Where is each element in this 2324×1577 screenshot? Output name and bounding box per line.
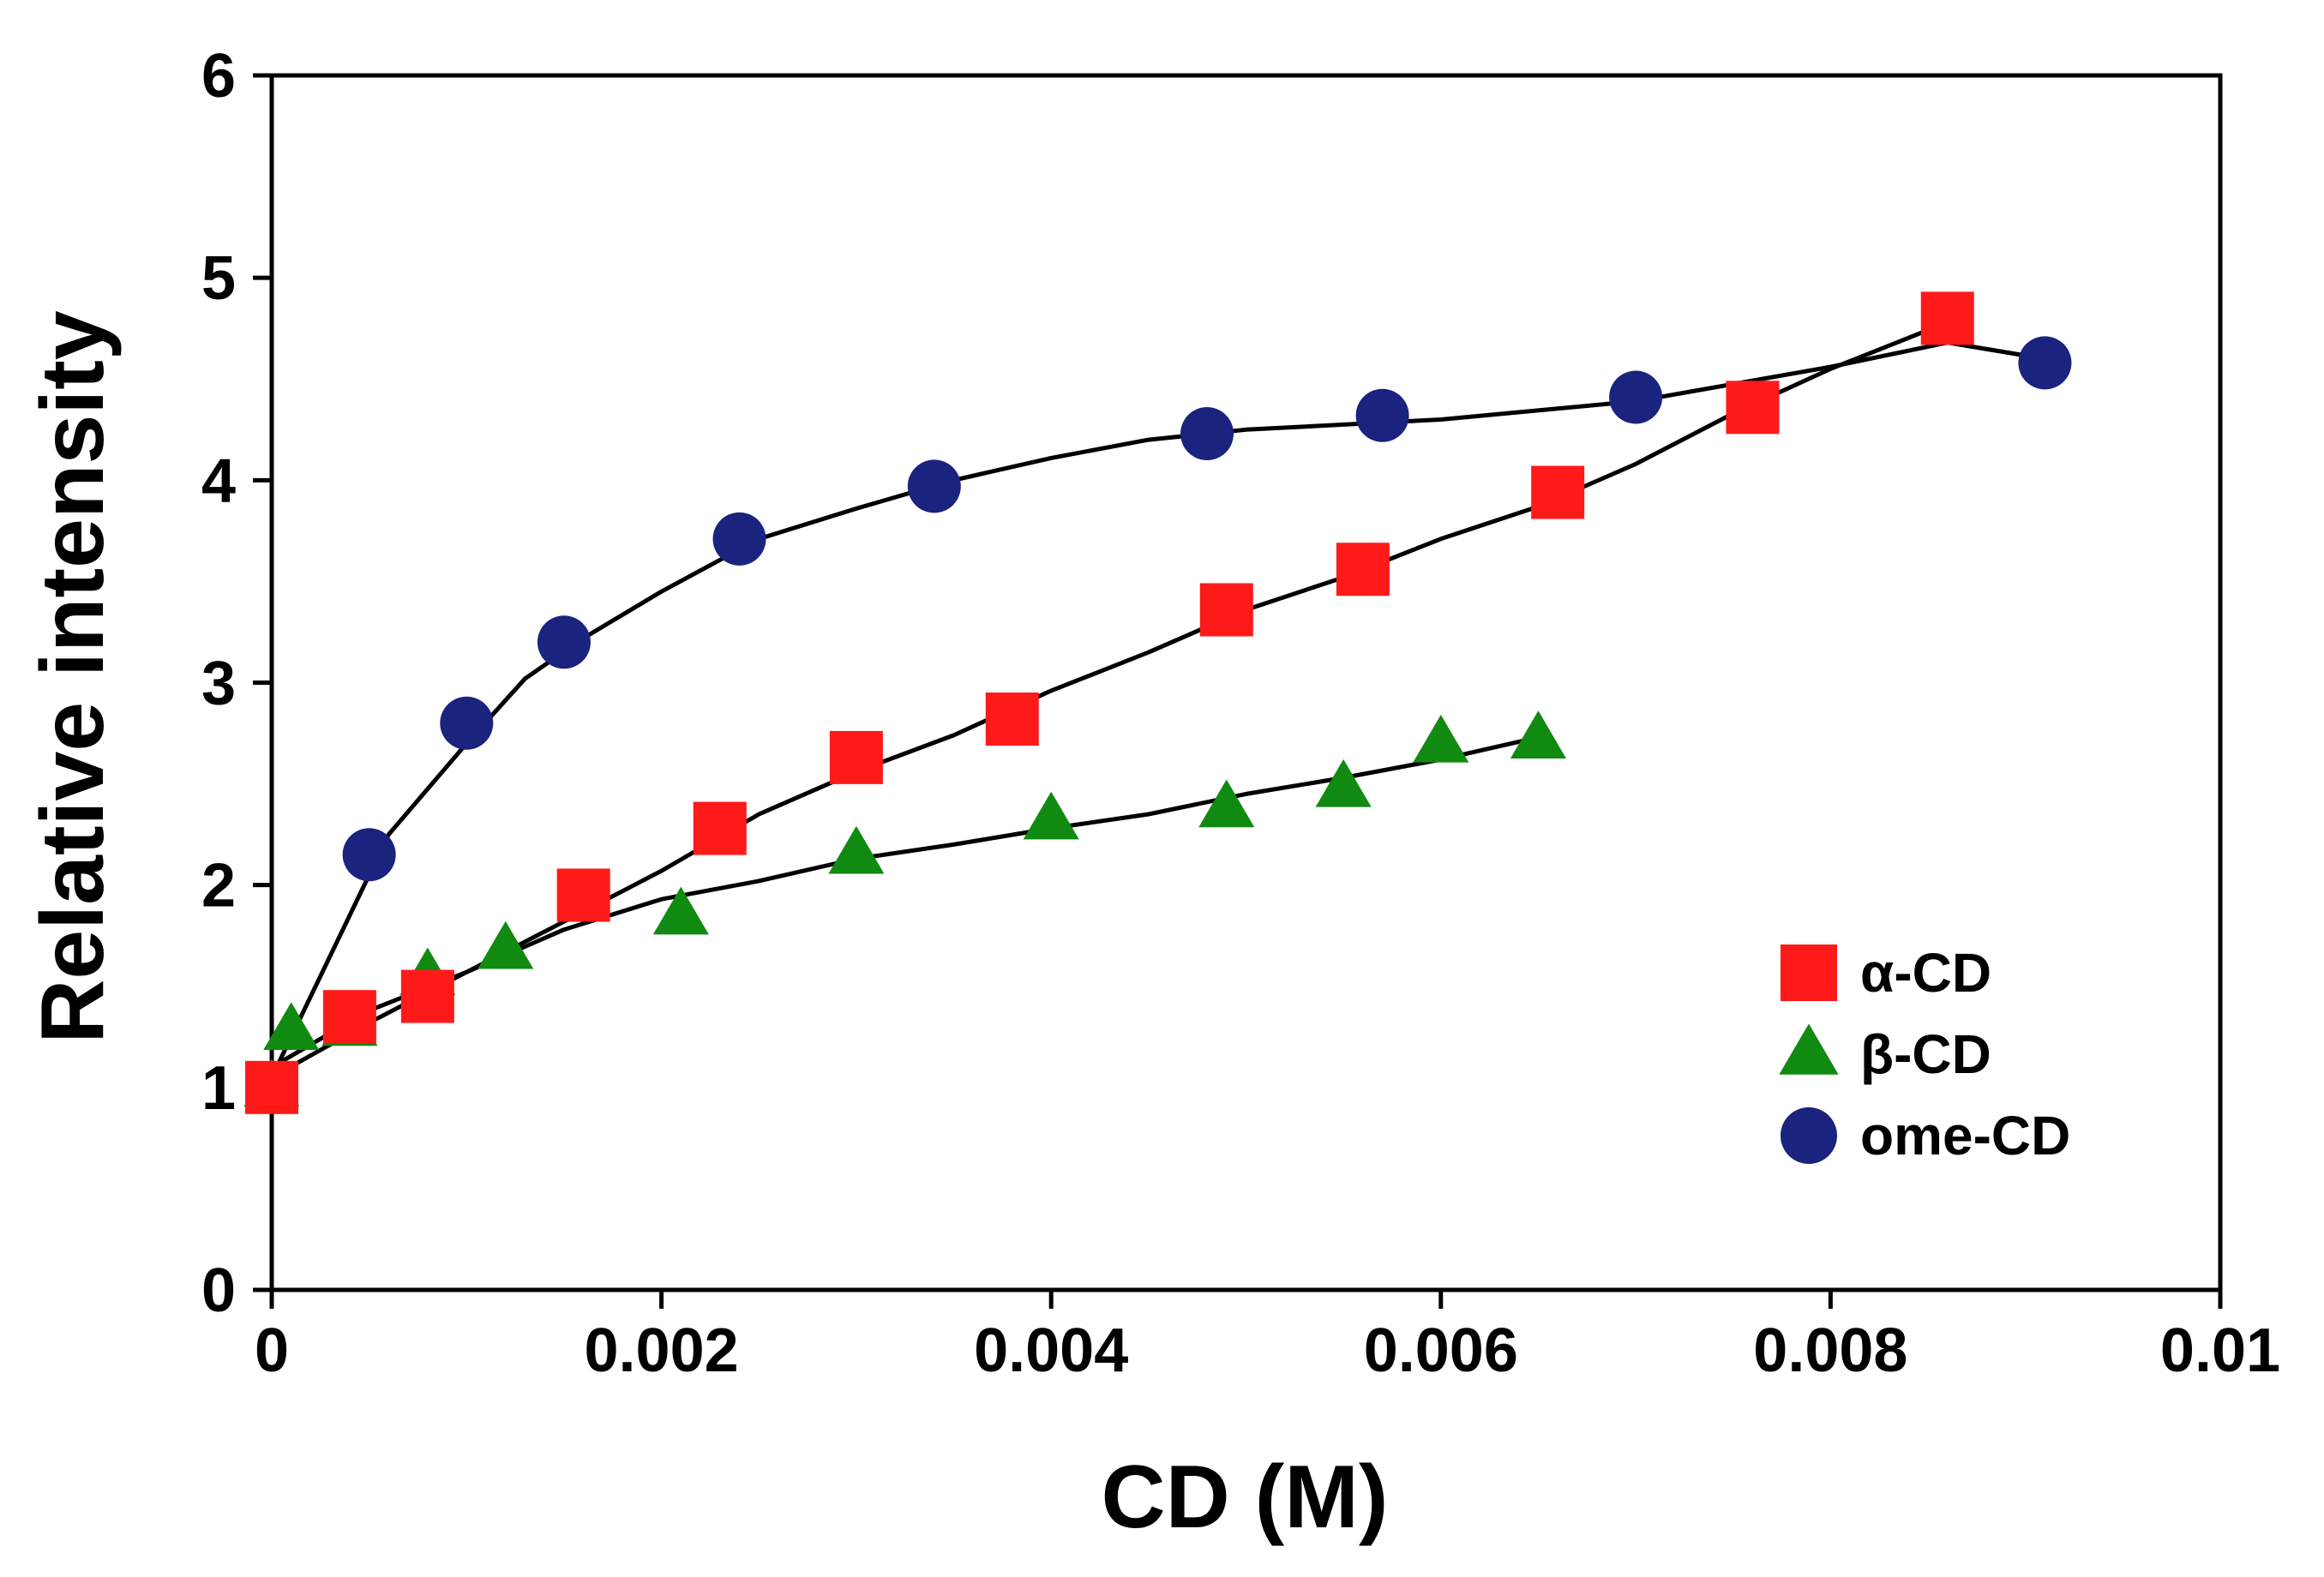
- data-point-circle: [342, 828, 396, 882]
- data-point-square: [829, 730, 883, 784]
- data-point-circle: [1355, 388, 1409, 442]
- legend-marker-circle: [1781, 1107, 1837, 1164]
- x-axis-title: CD (M): [1101, 1448, 1388, 1547]
- data-point-circle: [2018, 336, 2072, 390]
- data-point-square: [1920, 291, 1974, 345]
- data-point-square: [1531, 465, 1585, 519]
- data-point-circle: [537, 615, 591, 669]
- data-point-triangle: [1023, 791, 1079, 840]
- data-point-triangle: [652, 886, 709, 935]
- data-point-circle: [1609, 370, 1663, 424]
- data-point-triangle: [1413, 714, 1469, 763]
- x-tick-label: 0.004: [974, 1316, 1128, 1385]
- data-point-square: [245, 1060, 298, 1114]
- legend-marker-square: [1781, 944, 1837, 1001]
- y-tick-label: 5: [201, 244, 236, 313]
- data-point-circle: [907, 459, 961, 513]
- y-tick-label: 4: [201, 447, 236, 515]
- data-point-square: [693, 801, 747, 855]
- fit-curve-square: [269, 320, 1950, 1080]
- legend-label: α-CD: [1860, 942, 1991, 1004]
- data-point-triangle: [1198, 779, 1255, 828]
- data-point-circle: [1180, 407, 1234, 461]
- y-tick-label: 6: [201, 42, 236, 111]
- y-axis-title: Relative intensity: [23, 310, 123, 1044]
- data-point-square: [1726, 381, 1780, 435]
- fit-curve-circle: [269, 340, 2047, 1080]
- y-tick-label: 2: [201, 852, 236, 920]
- x-tick-label: 0: [255, 1316, 289, 1385]
- x-tick-label: 0.008: [1753, 1316, 1907, 1385]
- y-tick-label: 0: [201, 1256, 236, 1325]
- axes-layer: 0 0.002 0.004 0.006 0.008 0.01 0 1 2 3 4 5 6: [201, 42, 2280, 1385]
- data-markers-layer: [243, 291, 2072, 1114]
- data-point-square: [985, 693, 1039, 747]
- data-point-circle: [712, 512, 766, 566]
- data-point-triangle: [477, 920, 534, 969]
- x-tick-label: 0.006: [1364, 1316, 1518, 1385]
- y-tick-label: 3: [201, 650, 236, 718]
- data-point-circle: [440, 696, 494, 750]
- x-tick-label: 0.002: [585, 1316, 739, 1385]
- data-point-triangle: [1510, 711, 1566, 759]
- legend: α-CD β-CD ome-CD: [1779, 942, 2070, 1166]
- legend-label: ome-CD: [1860, 1105, 2070, 1166]
- y-tick-label: 1: [201, 1054, 236, 1123]
- legend-label: β-CD: [1860, 1023, 1991, 1085]
- data-point-square: [1199, 583, 1253, 637]
- data-point-square: [556, 868, 610, 922]
- data-point-triangle: [263, 1002, 320, 1051]
- data-point-square: [1336, 543, 1390, 597]
- fit-curves-layer: [269, 320, 2047, 1080]
- data-point-square: [400, 969, 454, 1023]
- data-point-square: [322, 990, 376, 1044]
- data-point-triangle: [828, 825, 885, 874]
- legend-marker-triangle: [1779, 1023, 1839, 1075]
- x-tick-label: 0.01: [2160, 1316, 2280, 1385]
- data-point-triangle: [1315, 759, 1372, 807]
